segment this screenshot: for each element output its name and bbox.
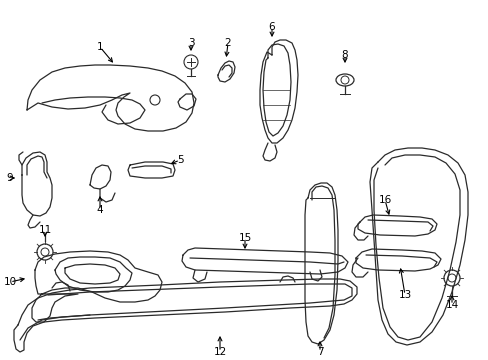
Text: 6: 6 — [268, 22, 275, 32]
Text: 10: 10 — [3, 277, 17, 287]
Text: 9: 9 — [7, 173, 13, 183]
Text: 15: 15 — [238, 233, 251, 243]
Text: 7: 7 — [316, 347, 323, 357]
Text: 4: 4 — [97, 205, 103, 215]
Text: 2: 2 — [224, 38, 231, 48]
Text: 13: 13 — [398, 290, 411, 300]
Text: 12: 12 — [213, 347, 226, 357]
Text: 3: 3 — [187, 38, 194, 48]
Text: 8: 8 — [341, 50, 347, 60]
Text: 14: 14 — [445, 300, 458, 310]
Text: 11: 11 — [38, 225, 52, 235]
Text: 1: 1 — [97, 42, 103, 52]
Text: 5: 5 — [176, 155, 183, 165]
Text: 16: 16 — [378, 195, 391, 205]
